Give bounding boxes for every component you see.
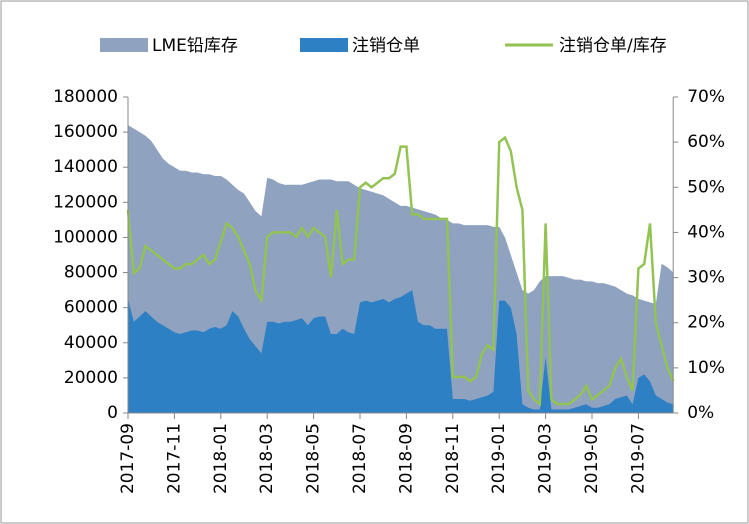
y-tick-label: 60000 (64, 298, 118, 318)
y2-tick-label: 70% (687, 87, 725, 107)
x-tick-label: 2019-07 (628, 423, 648, 494)
x-tick-label: 2018-11 (443, 423, 463, 494)
area (128, 290, 674, 413)
ratio-line (126, 135, 675, 407)
x-tick-label: 2017-09 (118, 423, 138, 494)
y-tick-label: 160000 (53, 122, 118, 142)
y-tick-label: 120000 (53, 192, 118, 212)
y2-tick-label: 50% (687, 177, 725, 197)
x-tick-label: 2019-03 (536, 423, 556, 494)
x-tick-label: 2018-01 (211, 423, 231, 494)
y-tick-label: 0 (107, 403, 118, 423)
x-tick-label: 2018-09 (396, 423, 416, 494)
legend-label: 注销仓单 (352, 36, 420, 56)
legend-swatch (300, 38, 348, 52)
y-tick-label: 20000 (64, 368, 118, 388)
legend-label: 注销仓单/库存 (559, 36, 667, 56)
y2-tick-label: 20% (687, 313, 725, 333)
x-tick-label: 2018-05 (304, 423, 324, 494)
x-tick-label: 2018-03 (257, 423, 277, 494)
y-tick-label: 40000 (64, 333, 118, 353)
y-tick-label: 100000 (53, 227, 118, 247)
y-tick-label: 80000 (64, 263, 118, 283)
legend-swatch (100, 38, 148, 52)
x-tick-label: 2018-07 (350, 423, 370, 494)
x-tick-label: 2017-11 (164, 423, 184, 494)
y-tick-label: 180000 (53, 87, 118, 107)
x-tick-label: 2019-01 (489, 423, 509, 494)
y2-tick-label: 40% (687, 222, 725, 242)
y2-tick-label: 0% (687, 403, 714, 423)
x-tick-label: 2019-05 (582, 423, 602, 494)
y-tick-label: 140000 (53, 157, 118, 177)
y2-tick-label: 10% (687, 358, 725, 378)
y2-tick-label: 30% (687, 268, 725, 288)
y2-tick-label: 60% (687, 132, 725, 152)
legend-label: LME铅库存 (152, 36, 238, 56)
